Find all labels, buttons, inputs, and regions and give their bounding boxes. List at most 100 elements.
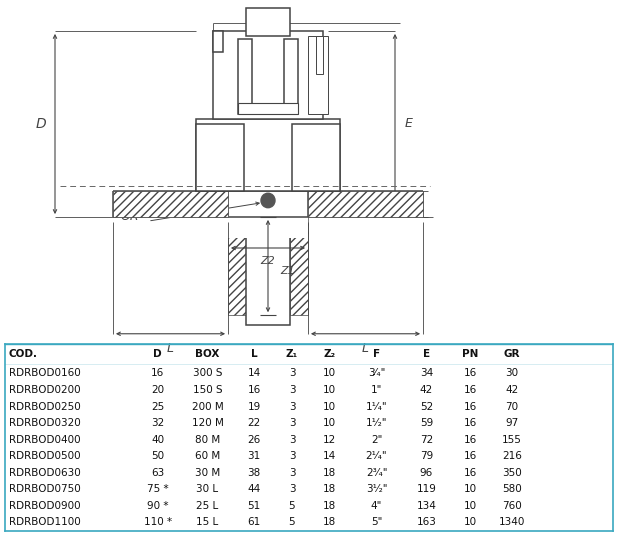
- Text: 79: 79: [420, 451, 433, 461]
- Text: 3¹⁄₂": 3¹⁄₂": [366, 484, 387, 494]
- Text: 97: 97: [505, 418, 519, 428]
- Text: RDRBOD0320: RDRBOD0320: [9, 418, 80, 428]
- Text: 4": 4": [371, 500, 382, 511]
- Text: 61: 61: [248, 517, 261, 527]
- Text: 22: 22: [248, 418, 261, 428]
- Bar: [246, 212, 290, 325]
- Text: 18: 18: [323, 484, 336, 494]
- Text: 70: 70: [506, 402, 519, 411]
- Text: 1": 1": [371, 385, 382, 395]
- Text: F: F: [373, 350, 380, 359]
- Text: 25 L: 25 L: [197, 500, 219, 511]
- Text: RDRBOD0630: RDRBOD0630: [9, 468, 80, 478]
- Bar: [113, 191, 423, 217]
- Text: 63: 63: [151, 468, 164, 478]
- Text: 120 M: 120 M: [192, 418, 223, 428]
- Bar: [196, 119, 340, 191]
- Text: 16: 16: [151, 368, 164, 379]
- Text: 34: 34: [420, 368, 433, 379]
- Text: 50: 50: [151, 451, 164, 461]
- Text: 3: 3: [289, 368, 295, 379]
- Text: E: E: [423, 350, 430, 359]
- Text: 12: 12: [323, 434, 336, 445]
- Text: 14: 14: [323, 451, 336, 461]
- Text: 10: 10: [464, 517, 476, 527]
- Bar: [238, 39, 252, 114]
- Text: 44: 44: [248, 484, 261, 494]
- Text: 10: 10: [323, 402, 336, 411]
- Bar: [292, 124, 340, 191]
- Text: L: L: [362, 342, 368, 355]
- Text: 10: 10: [323, 368, 336, 379]
- Text: 3⁄₄": 3⁄₄": [368, 368, 385, 379]
- Bar: [228, 191, 308, 238]
- Text: OR: OR: [121, 211, 139, 223]
- Text: RDRBOD0500: RDRBOD0500: [9, 451, 80, 461]
- Text: L: L: [166, 342, 174, 355]
- Text: 3: 3: [289, 434, 295, 445]
- Text: 2¹⁄₄": 2¹⁄₄": [366, 451, 387, 461]
- Text: 300 S: 300 S: [193, 368, 222, 379]
- Text: 350: 350: [502, 468, 522, 478]
- Bar: [308, 191, 423, 217]
- Bar: [246, 8, 290, 36]
- Text: 80 M: 80 M: [195, 434, 220, 445]
- Bar: [196, 124, 244, 191]
- Text: 3: 3: [289, 468, 295, 478]
- Text: 60 M: 60 M: [195, 451, 220, 461]
- Text: 580: 580: [502, 484, 522, 494]
- Text: 30 M: 30 M: [195, 468, 220, 478]
- Text: 18: 18: [323, 468, 336, 478]
- Text: 200 M: 200 M: [192, 402, 223, 411]
- Text: Z₁: Z₁: [286, 350, 298, 359]
- Text: 26: 26: [248, 434, 261, 445]
- Text: RDRBOD0400: RDRBOD0400: [9, 434, 80, 445]
- Text: 31: 31: [248, 451, 261, 461]
- Text: 10: 10: [464, 484, 476, 494]
- Text: 16: 16: [464, 418, 476, 428]
- Text: 2": 2": [371, 434, 382, 445]
- Text: 40: 40: [151, 434, 164, 445]
- Text: PN: PN: [462, 350, 478, 359]
- Text: 42: 42: [505, 385, 519, 395]
- Text: 25: 25: [151, 402, 164, 411]
- Text: 1¹⁄₂": 1¹⁄₂": [366, 418, 387, 428]
- Text: 3: 3: [289, 484, 295, 494]
- Text: F: F: [381, 199, 387, 208]
- Text: 32: 32: [151, 418, 164, 428]
- Text: 16: 16: [464, 451, 476, 461]
- Text: 30: 30: [506, 368, 519, 379]
- Text: 38: 38: [248, 468, 261, 478]
- Text: 1¹⁄₄": 1¹⁄₄": [366, 402, 387, 411]
- Text: 3: 3: [289, 418, 295, 428]
- Text: 216: 216: [502, 451, 522, 461]
- Text: E: E: [405, 118, 413, 130]
- Text: 760: 760: [502, 500, 522, 511]
- Text: 1340: 1340: [499, 517, 525, 527]
- Text: 163: 163: [417, 517, 436, 527]
- Text: BOX: BOX: [195, 350, 219, 359]
- Text: 14: 14: [248, 368, 261, 379]
- Text: 3: 3: [289, 402, 295, 411]
- Text: 119: 119: [417, 484, 436, 494]
- Text: 20: 20: [151, 385, 164, 395]
- Text: 5: 5: [289, 500, 295, 511]
- Text: RDRBOD0250: RDRBOD0250: [9, 402, 80, 411]
- Bar: [290, 217, 308, 315]
- Text: 19: 19: [248, 402, 261, 411]
- Circle shape: [261, 193, 275, 208]
- Text: 2³⁄₄": 2³⁄₄": [366, 468, 387, 478]
- Text: 5": 5": [371, 517, 382, 527]
- Text: 10: 10: [464, 500, 476, 511]
- Text: 3: 3: [289, 385, 295, 395]
- Text: 15 L: 15 L: [197, 517, 219, 527]
- Text: 16: 16: [464, 434, 476, 445]
- Text: 16: 16: [464, 402, 476, 411]
- Text: 42: 42: [420, 385, 433, 395]
- Text: D: D: [36, 117, 46, 131]
- Bar: [284, 39, 298, 114]
- Text: 16: 16: [464, 468, 476, 478]
- Text: RDRBOD1100: RDRBOD1100: [9, 517, 80, 527]
- Text: 10: 10: [323, 418, 336, 428]
- Bar: [213, 31, 223, 52]
